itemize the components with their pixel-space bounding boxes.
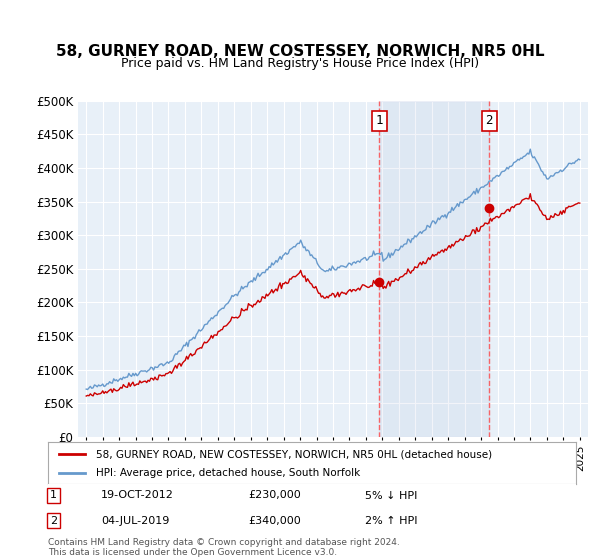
- Bar: [379, 101, 489, 437]
- Text: HPI: Average price, detached house, South Norfolk: HPI: Average price, detached house, Sout…: [95, 468, 360, 478]
- Text: 1: 1: [376, 114, 383, 128]
- Text: Contains HM Land Registry data © Crown copyright and database right 2024.
This d: Contains HM Land Registry data © Crown c…: [48, 538, 400, 557]
- Text: 04-JUL-2019: 04-JUL-2019: [101, 516, 169, 526]
- Text: 58, GURNEY ROAD, NEW COSTESSEY, NORWICH, NR5 0HL: 58, GURNEY ROAD, NEW COSTESSEY, NORWICH,…: [56, 44, 544, 59]
- Text: 1: 1: [50, 491, 57, 501]
- Text: 19-OCT-2012: 19-OCT-2012: [101, 491, 173, 501]
- Text: 2% ↑ HPI: 2% ↑ HPI: [365, 516, 418, 526]
- Text: 2: 2: [485, 114, 493, 128]
- Text: 5% ↓ HPI: 5% ↓ HPI: [365, 491, 417, 501]
- Text: Price paid vs. HM Land Registry's House Price Index (HPI): Price paid vs. HM Land Registry's House …: [121, 57, 479, 70]
- Text: £230,000: £230,000: [248, 491, 301, 501]
- Text: £340,000: £340,000: [248, 516, 301, 526]
- Text: 2: 2: [50, 516, 57, 526]
- Text: 58, GURNEY ROAD, NEW COSTESSEY, NORWICH, NR5 0HL (detached house): 58, GURNEY ROAD, NEW COSTESSEY, NORWICH,…: [95, 449, 491, 459]
